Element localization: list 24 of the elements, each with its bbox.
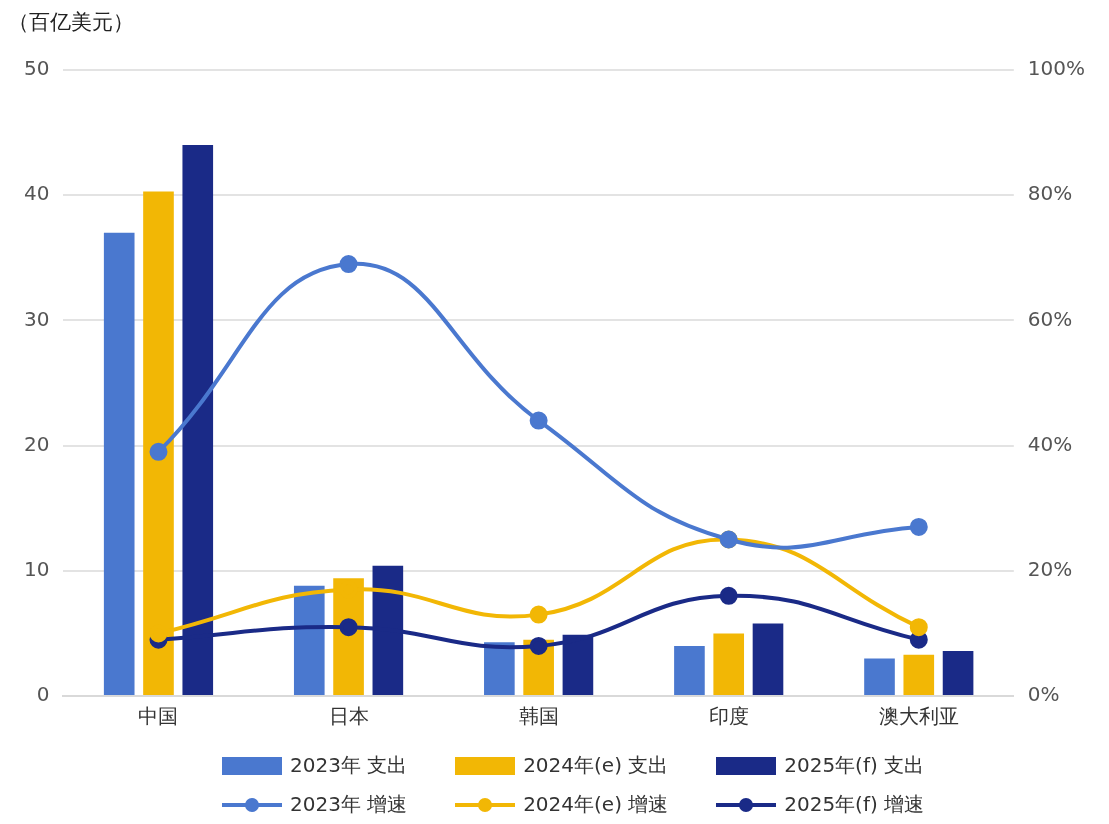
y2-tick-label: 80%	[1027, 181, 1073, 206]
x-tick-label: 印度	[708, 704, 749, 729]
y-axis-title: （百亿美元）	[8, 9, 134, 36]
legend-label: 2024年(e) 增速	[523, 791, 669, 818]
y2-tick-label: 0%	[1027, 682, 1060, 707]
y-tick-label: 50	[24, 56, 50, 81]
y2-tick-label: 20%	[1027, 557, 1073, 581]
y-tick-label: 0	[36, 682, 50, 707]
x-tick-label: 中国	[138, 704, 179, 729]
y-tick-label: 30	[24, 306, 50, 331]
legend-label: 2025年(f) 支出	[784, 752, 925, 779]
legend-label: 2024年(e) 支出	[523, 752, 669, 779]
x-tick-label: 澳大利亚	[878, 704, 959, 729]
y-tick-label: 20	[24, 431, 50, 456]
legend-label: 2023年 增速	[290, 791, 408, 818]
y2-tick-label: 60%	[1027, 306, 1073, 331]
y2-tick-label: 100%	[1027, 56, 1086, 81]
y2-tick-label: 40%	[1027, 431, 1073, 456]
legend-label: 2025年(f) 增速	[784, 791, 925, 818]
y-tick-label: 40	[24, 181, 50, 206]
y-tick-label: 10	[24, 557, 50, 581]
x-tick-label: 韩国	[518, 704, 559, 729]
x-tick-label: 日本	[328, 704, 369, 729]
legend-label: 2023年 支出	[290, 752, 408, 779]
